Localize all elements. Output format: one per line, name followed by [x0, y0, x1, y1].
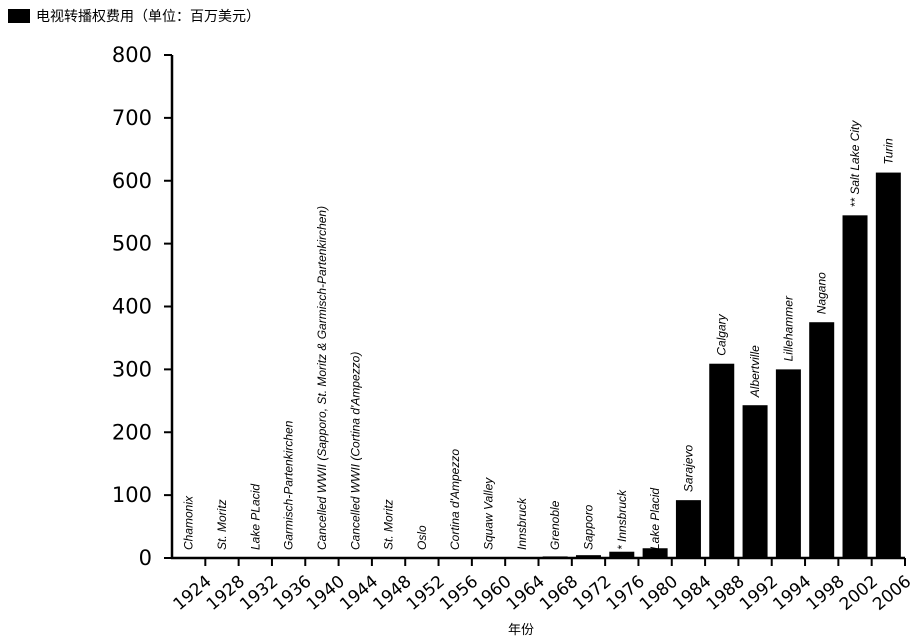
- x-tick-label-1972: 1972: [569, 572, 615, 615]
- venue-label-1944: Cancelled WWII (Cortina d'Ampezzo): [348, 352, 362, 550]
- bar-2006: [875, 172, 901, 559]
- y-tick-label: 400: [112, 295, 152, 319]
- venue-label-1928: St. Moritz: [215, 499, 229, 550]
- x-tick-label-1924: 1924: [170, 572, 216, 615]
- y-tick-label: 500: [112, 232, 152, 256]
- venue-label-1924: Chamonix: [182, 495, 196, 550]
- x-tick-label-1936: 1936: [270, 572, 316, 615]
- y-tick-label: 600: [112, 169, 152, 193]
- y-tick-label: 300: [112, 357, 152, 381]
- y-tick-label: 800: [112, 43, 152, 67]
- x-axis-ticks: 1924192819321936194019441948195219561960…: [170, 558, 915, 615]
- legend: 电视转播权费用（单位：百万美元）: [8, 9, 260, 25]
- x-axis-label: 年份: [508, 623, 534, 638]
- x-tick-label-1998: 1998: [803, 572, 849, 615]
- x-tick-label-1968: 1968: [536, 572, 582, 615]
- venue-label-1980: Lake Placid: [648, 488, 662, 550]
- venue-label-1988: Calgary: [715, 313, 729, 355]
- bar-1980: [642, 548, 668, 558]
- x-tick-label-1980: 1980: [636, 572, 682, 615]
- x-tick-label-1992: 1992: [736, 572, 782, 615]
- venue-label-1994: Lillehammer: [781, 295, 795, 361]
- venue-label-1936: Garmisch-Partenkirchen: [282, 420, 296, 550]
- x-tick-label-1944: 1944: [336, 572, 382, 615]
- bar-1998: [809, 322, 835, 558]
- y-axis-ticks: 0 100 200 300 400 500 600 700 800: [112, 43, 172, 570]
- venue-label-1998: Nagano: [815, 272, 829, 314]
- venue-annotations: Chamonix St. Moritz Lake PLacid Garmisch-Pa…: [182, 120, 896, 550]
- venue-label-1960: Squaw Valley: [482, 477, 496, 550]
- x-tick-label-1952: 1952: [403, 572, 449, 615]
- x-tick-label-1956: 1956: [436, 572, 482, 615]
- bar-2002: [842, 215, 868, 559]
- x-tick-label-1948: 1948: [369, 572, 415, 615]
- y-tick-label: 700: [112, 106, 152, 130]
- venue-label-1932: Lake PLacid: [248, 484, 262, 550]
- venue-label-2006: Turin: [881, 138, 895, 165]
- venue-label-1940: Cancelled WWII (Sapporo, St. Moritz & Ga…: [315, 206, 329, 550]
- x-tick-label-1988: 1988: [703, 572, 749, 615]
- x-tick-label-1984: 1984: [669, 572, 715, 615]
- bar-1984: [675, 500, 701, 558]
- venue-label-1968: Grenoble: [548, 500, 562, 550]
- venue-label-1952: Oslo: [415, 525, 429, 550]
- x-tick-label-1940: 1940: [303, 572, 349, 615]
- x-tick-label-1960: 1960: [469, 572, 515, 615]
- venue-label-1964: Innsbruck: [515, 497, 529, 550]
- bar-1994: [775, 369, 801, 558]
- venue-label-1976: * Innsbruck: [615, 489, 629, 550]
- x-tick-label-1964: 1964: [503, 572, 549, 615]
- legend-label: 电视转播权费用（单位：百万美元）: [36, 9, 260, 25]
- bars: [542, 172, 901, 559]
- bar-1968: [542, 556, 568, 558]
- venue-label-1948: St. Moritz: [382, 499, 396, 550]
- x-tick-label-2002: 2002: [836, 572, 882, 615]
- bar-1972: [575, 555, 601, 558]
- bar-1992: [742, 405, 768, 558]
- x-tick-label-1994: 1994: [769, 572, 815, 615]
- x-tick-label-1932: 1932: [236, 572, 282, 615]
- venue-label-1992: Albertville: [748, 345, 762, 398]
- y-tick-label: 100: [112, 483, 152, 507]
- y-tick-label: 0: [139, 546, 152, 570]
- bar-1976: [609, 551, 635, 558]
- x-tick-label-1928: 1928: [203, 572, 249, 615]
- legend-swatch: [8, 9, 30, 23]
- x-tick-label-1976: 1976: [603, 572, 649, 615]
- x-tick-label-2006: 2006: [869, 572, 915, 615]
- venue-label-2002: ** Salt Lake City: [848, 120, 862, 208]
- bar-1988: [709, 363, 735, 558]
- venue-label-1984: Sarajevo: [681, 444, 695, 492]
- venue-label-1956: Cortina d'Ampezzo: [448, 449, 462, 550]
- venue-label-1972: Sapporo: [581, 504, 595, 550]
- y-tick-label: 200: [112, 420, 152, 444]
